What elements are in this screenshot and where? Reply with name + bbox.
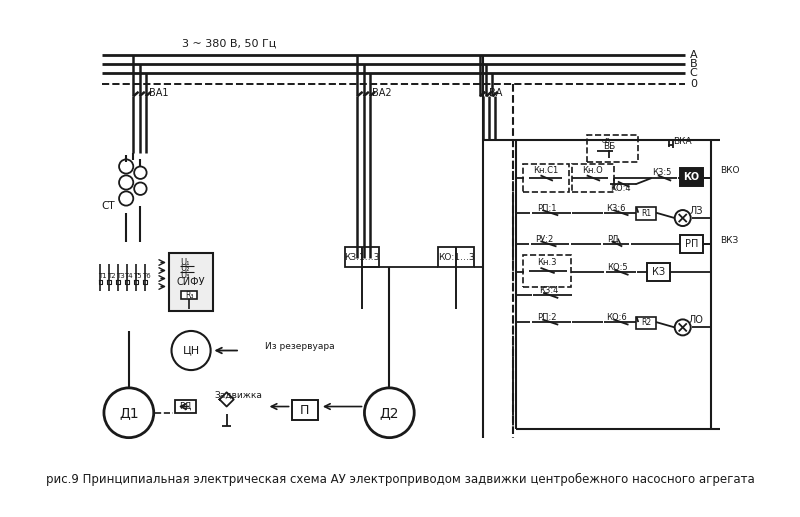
Text: Кн.С1: Кн.С1 — [533, 166, 558, 175]
Text: К3:6: К3:6 — [606, 204, 626, 213]
Text: СТ: СТ — [102, 202, 115, 211]
Text: К3:4: К3:4 — [538, 286, 558, 295]
Text: U₃: U₃ — [180, 271, 190, 280]
Circle shape — [119, 191, 134, 206]
Bar — [571, 164, 614, 192]
Text: А: А — [690, 50, 698, 60]
Text: Задвижка: Задвижка — [214, 391, 262, 400]
Text: ВА: ВА — [489, 88, 502, 98]
Text: ЦН: ЦН — [182, 345, 200, 356]
Bar — [637, 317, 656, 329]
Text: рис.9 Принципиальная электрическая схема АУ электроприводом задвижки центробежно: рис.9 Принципиальная электрическая схема… — [46, 473, 754, 486]
Text: ЛО: ЛО — [689, 315, 703, 325]
Text: 0: 0 — [690, 79, 697, 89]
Circle shape — [674, 210, 690, 226]
Text: КО:6: КО:6 — [606, 313, 626, 322]
Circle shape — [119, 159, 134, 174]
Text: Т4: Т4 — [125, 273, 133, 279]
Text: ВКА: ВКА — [674, 137, 692, 146]
Bar — [522, 255, 570, 287]
Text: Т2: Т2 — [106, 273, 115, 279]
Bar — [182, 291, 198, 299]
Text: РД: РД — [179, 402, 192, 411]
Bar — [680, 168, 703, 186]
Text: КО:5: КО:5 — [607, 263, 628, 272]
Text: ВА2: ВА2 — [371, 88, 391, 98]
Circle shape — [674, 320, 690, 336]
Text: R2: R2 — [642, 318, 651, 327]
Text: КЗ: КЗ — [652, 267, 666, 277]
Text: Т1: Т1 — [98, 273, 106, 279]
Text: 3 ~ 380 В, 50 Гц: 3 ~ 380 В, 50 Гц — [182, 39, 277, 49]
Bar — [522, 164, 569, 192]
Text: U₂: U₂ — [180, 264, 190, 273]
Circle shape — [134, 183, 146, 195]
Bar — [647, 263, 670, 281]
Text: П: П — [300, 404, 310, 417]
Text: Д2: Д2 — [379, 406, 399, 420]
Text: Кн.О: Кн.О — [582, 166, 603, 175]
Circle shape — [365, 388, 414, 438]
Text: ВА1: ВА1 — [150, 88, 169, 98]
Text: ВКО: ВКО — [720, 166, 739, 175]
Text: РД: РД — [607, 235, 619, 244]
Text: R1: R1 — [642, 209, 651, 218]
Text: КО:1…3: КО:1…3 — [438, 253, 474, 262]
Text: Кн.3: Кн.3 — [537, 258, 557, 267]
Text: С: С — [690, 68, 698, 78]
Text: КО:4: КО:4 — [610, 184, 630, 193]
Text: Т6: Т6 — [142, 273, 151, 279]
Text: оВ: оВ — [602, 138, 610, 144]
Bar — [345, 248, 378, 267]
Text: ЛЗ: ЛЗ — [690, 206, 703, 216]
Text: КЗ:1…3: КЗ:1…3 — [344, 253, 379, 262]
Circle shape — [134, 166, 146, 179]
Text: Т3: Т3 — [115, 273, 124, 279]
Text: Д1: Д1 — [119, 406, 138, 420]
Text: СИФУ: СИФУ — [177, 277, 206, 287]
Text: ВБ: ВБ — [603, 142, 615, 151]
Text: РП: РП — [685, 239, 698, 249]
Circle shape — [171, 331, 210, 370]
Text: РУ:2: РУ:2 — [535, 235, 553, 244]
Text: U₁: U₁ — [180, 258, 190, 267]
Text: Т5: Т5 — [134, 273, 142, 279]
Bar — [169, 253, 214, 311]
Bar — [438, 248, 474, 267]
Bar — [680, 235, 703, 253]
Circle shape — [104, 388, 154, 438]
Circle shape — [119, 175, 134, 190]
Text: К3:5: К3:5 — [653, 168, 672, 177]
Bar — [586, 135, 638, 162]
Text: РП:2: РП:2 — [537, 313, 557, 322]
Text: ВКЗ: ВКЗ — [720, 236, 738, 245]
Text: РП:1: РП:1 — [537, 204, 557, 213]
Text: R₃: R₃ — [185, 291, 194, 300]
Bar — [637, 207, 656, 220]
Text: Из резервуара: Из резервуара — [265, 342, 334, 351]
Bar — [175, 400, 197, 413]
Text: КО: КО — [683, 172, 700, 182]
Bar — [291, 400, 318, 420]
Text: В: В — [690, 59, 698, 69]
